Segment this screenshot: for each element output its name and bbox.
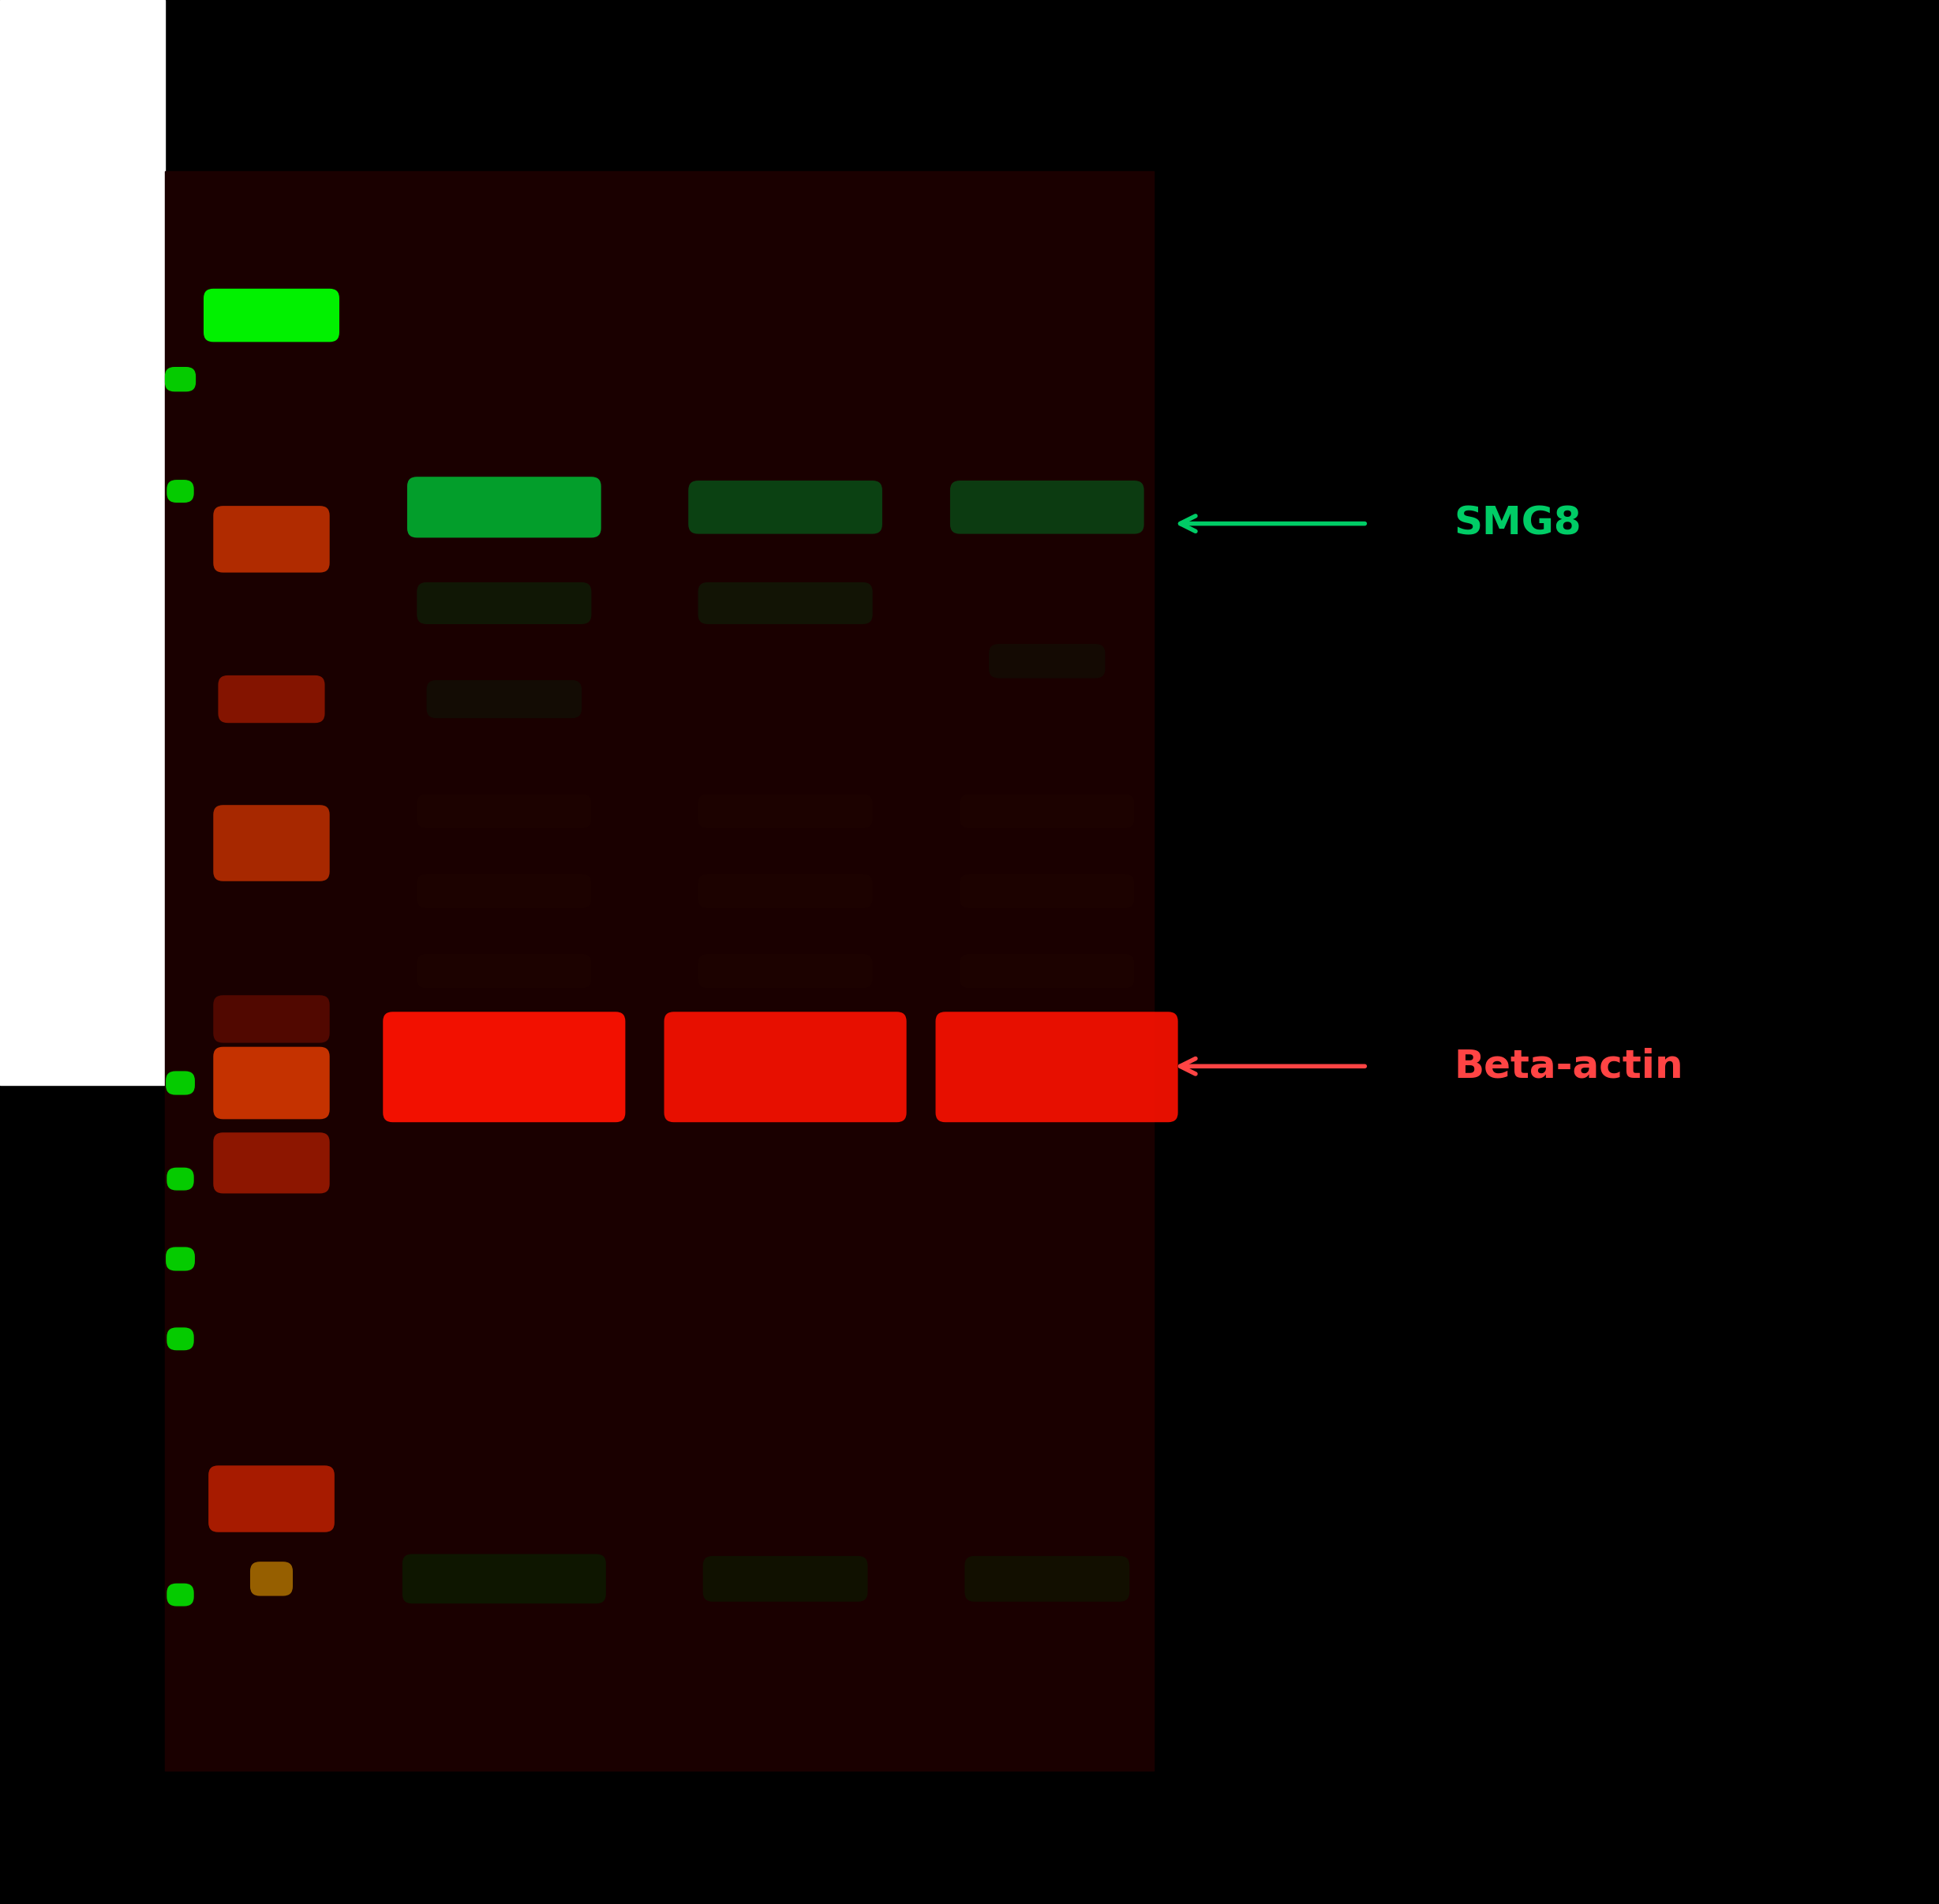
FancyBboxPatch shape (167, 480, 194, 503)
FancyBboxPatch shape (935, 1011, 1179, 1121)
FancyBboxPatch shape (960, 954, 1134, 988)
FancyBboxPatch shape (167, 1584, 194, 1607)
FancyBboxPatch shape (165, 1247, 194, 1270)
FancyBboxPatch shape (960, 874, 1134, 908)
FancyBboxPatch shape (403, 1554, 605, 1603)
FancyBboxPatch shape (698, 954, 873, 988)
FancyBboxPatch shape (688, 480, 882, 533)
FancyBboxPatch shape (417, 874, 591, 908)
FancyBboxPatch shape (213, 805, 330, 882)
FancyBboxPatch shape (950, 480, 1144, 533)
FancyBboxPatch shape (989, 644, 1105, 678)
FancyBboxPatch shape (213, 1047, 330, 1120)
FancyBboxPatch shape (417, 794, 591, 828)
FancyBboxPatch shape (698, 583, 873, 625)
Text: Beta-actin: Beta-actin (1454, 1047, 1683, 1085)
FancyBboxPatch shape (167, 1327, 194, 1350)
FancyBboxPatch shape (407, 476, 601, 537)
FancyBboxPatch shape (698, 874, 873, 908)
Bar (165, 171, 1154, 1771)
Bar (0, 0, 165, 1085)
FancyBboxPatch shape (384, 1011, 624, 1121)
FancyBboxPatch shape (213, 1133, 330, 1194)
FancyBboxPatch shape (250, 1561, 293, 1596)
FancyBboxPatch shape (167, 1167, 194, 1190)
FancyBboxPatch shape (213, 996, 330, 1043)
FancyBboxPatch shape (209, 1466, 335, 1533)
FancyBboxPatch shape (213, 506, 330, 573)
Text: SMG8: SMG8 (1454, 505, 1582, 543)
FancyBboxPatch shape (204, 289, 339, 343)
FancyBboxPatch shape (966, 1556, 1128, 1601)
FancyBboxPatch shape (217, 676, 326, 724)
FancyBboxPatch shape (427, 680, 582, 718)
FancyBboxPatch shape (960, 794, 1134, 828)
FancyBboxPatch shape (417, 583, 591, 625)
FancyBboxPatch shape (698, 794, 873, 828)
FancyBboxPatch shape (165, 1072, 194, 1095)
FancyBboxPatch shape (165, 367, 196, 392)
FancyBboxPatch shape (417, 954, 591, 988)
FancyBboxPatch shape (704, 1556, 867, 1601)
FancyBboxPatch shape (663, 1011, 906, 1121)
